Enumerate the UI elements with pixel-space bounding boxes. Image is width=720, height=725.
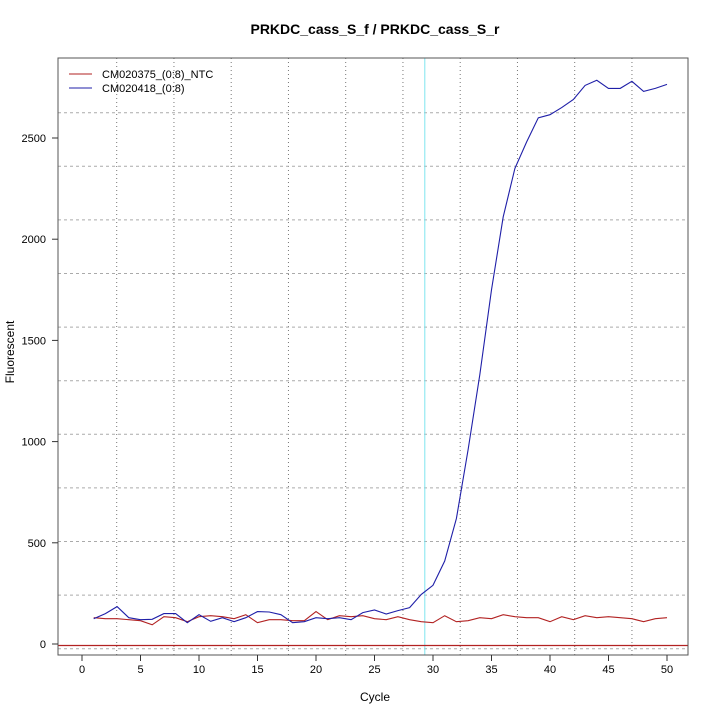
x-tick-label: 25 [368, 664, 380, 676]
x-tick-label: 0 [79, 664, 85, 676]
legend-label: CM020375_(0:8)_NTC [102, 69, 213, 81]
plot-frame [57, 57, 689, 656]
markers [58, 58, 688, 655]
legend-label: CM020418_(0:8) [102, 83, 185, 95]
x-tick-label: 20 [310, 664, 322, 676]
series-line-2 [93, 79, 668, 624]
x-tick-label: 45 [602, 664, 614, 676]
chart-title: PRKDC_cass_S_f / PRKDC_cass_S_r [250, 21, 500, 37]
y-axis: 0 500 1000 1500 2000 2500 [22, 133, 58, 651]
x-tick-label: 30 [427, 664, 439, 676]
y-tick-label: 0 [40, 639, 46, 651]
x-tick-label: 15 [251, 664, 263, 676]
legend: CM020375_(0:8)_NTC CM020418_(0:8) [69, 69, 213, 95]
x-tick-label: 50 [661, 664, 673, 676]
x-tick-label: 5 [137, 664, 143, 676]
y-tick-label: 2000 [22, 234, 46, 246]
x-axis: 0 5 10 15 20 25 30 35 40 45 50 [79, 655, 673, 676]
x-axis-label: Cycle [360, 690, 390, 704]
y-tick-label: 1500 [22, 335, 46, 347]
y-tick-label: 1000 [22, 437, 46, 449]
x-tick-label: 35 [485, 664, 497, 676]
x-tick-label: 40 [544, 664, 556, 676]
series-lines [93, 79, 668, 626]
y-tick-label: 2500 [22, 133, 46, 145]
y-axis-label: Fluorescent [3, 320, 17, 383]
y-tick-label: 500 [28, 538, 46, 550]
x-tick-label: 10 [193, 664, 205, 676]
series-line-1 [93, 610, 668, 626]
grid [58, 58, 688, 655]
